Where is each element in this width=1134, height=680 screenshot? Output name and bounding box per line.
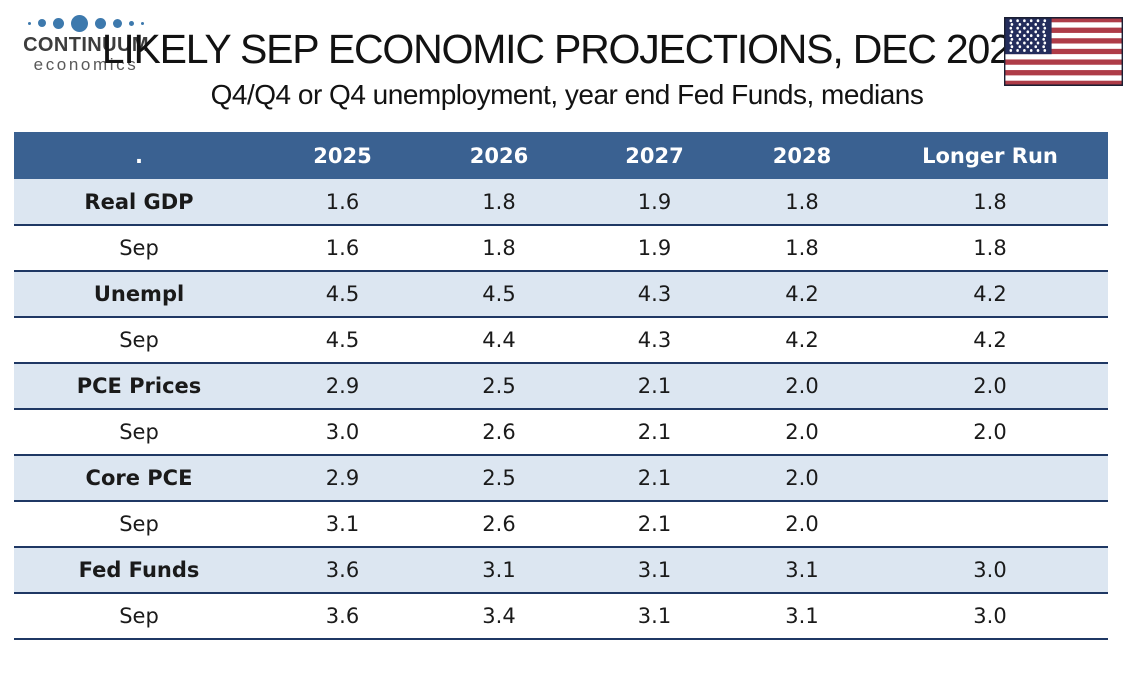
value-cell: 2.6 [482, 420, 516, 444]
value-cell: 1.8 [973, 236, 1007, 260]
table-row: Core PCE 2.9 2.5 2.1 2.0 [14, 455, 1108, 501]
value-cell: 2.0 [785, 466, 819, 490]
value-cell: 3.6 [325, 558, 360, 582]
value-cell: 3.4 [482, 604, 516, 628]
value-cell: 2.0 [973, 420, 1007, 444]
value-cell: 2.5 [482, 374, 516, 398]
table-row: Sep 3.1 2.6 2.1 2.0 [14, 501, 1108, 547]
value-cell: 2.9 [325, 374, 360, 398]
value-cell [872, 501, 1108, 547]
value-cell: 1.8 [973, 189, 1007, 214]
value-cell: 2.0 [973, 374, 1007, 398]
projections-table: . 2025 2026 2027 2028 Longer Run Real GDP 1.6 1… [14, 132, 1108, 640]
table-row: Real GDP 1.6 1.8 1.9 1.8 1.8 [14, 179, 1108, 225]
value-cell: 4.3 [637, 282, 672, 306]
value-cell: 2.6 [482, 512, 516, 536]
value-cell: 3.1 [325, 512, 360, 536]
value-cell: 4.3 [637, 328, 672, 352]
column-header: 2028 [772, 143, 832, 168]
logo-dot [129, 20, 134, 26]
table-row: Sep 1.6 1.8 1.9 1.8 1.8 [14, 225, 1108, 271]
value-cell: 3.1 [785, 558, 819, 582]
value-cell: 1.9 [637, 189, 672, 214]
value-cell: 3.1 [785, 604, 819, 628]
row-label: Sep [119, 420, 159, 444]
row-label: Unempl [93, 282, 185, 306]
row-label: Fed Funds [78, 558, 200, 582]
value-cell: 3.1 [637, 558, 672, 582]
table-row: Sep 4.5 4.4 4.3 4.2 4.2 [14, 317, 1108, 363]
row-label: Core PCE [85, 466, 193, 490]
value-cell: 4.2 [785, 282, 819, 306]
value-cell: 4.5 [482, 282, 516, 306]
table-row: Unempl 4.5 4.5 4.3 4.2 4.2 [14, 271, 1108, 317]
logo-dot [113, 18, 122, 28]
row-label: PCE Prices [76, 374, 202, 398]
us-flag-icon [1004, 17, 1123, 86]
logo-dot [38, 19, 46, 27]
value-cell [872, 455, 1108, 501]
page-subtitle: Q4/Q4 or Q4 unemployment, year end Fed F… [210, 79, 924, 110]
value-cell: 2.1 [637, 420, 672, 444]
value-cell: 1.6 [325, 189, 360, 214]
value-cell: 3.0 [973, 558, 1007, 582]
value-cell: 1.8 [785, 236, 819, 260]
logo-dot [71, 14, 88, 32]
value-cell: 1.6 [325, 236, 360, 260]
row-label: Real GDP [84, 189, 194, 214]
value-cell: 1.9 [637, 236, 672, 260]
table-row: Sep 3.0 2.6 2.1 2.0 2.0 [14, 409, 1108, 455]
column-header: . [135, 143, 143, 168]
value-cell: 2.0 [785, 512, 819, 536]
column-header: 2027 [625, 143, 684, 168]
value-cell: 4.4 [482, 328, 516, 352]
logo-dots-icon [16, 12, 156, 34]
logo-subname: economics [33, 55, 139, 74]
value-cell: 2.0 [785, 374, 819, 398]
value-cell: 2.0 [785, 420, 819, 444]
column-header: 2025 [313, 143, 372, 168]
value-cell: 2.1 [637, 374, 672, 398]
logo-dot [53, 17, 64, 29]
value-cell: 3.0 [325, 420, 360, 444]
value-cell: 1.8 [482, 236, 516, 260]
table-row: PCE Prices 2.9 2.5 2.1 2.0 2.0 [14, 363, 1108, 409]
row-label: Sep [119, 236, 159, 260]
table-row: Fed Funds 3.6 3.1 3.1 3.1 3.0 [14, 547, 1108, 593]
value-cell: 3.1 [482, 558, 516, 582]
logo-dot [95, 17, 106, 29]
value-cell: 1.8 [482, 189, 516, 214]
column-header: 2026 [469, 143, 529, 168]
table-header-row: . 2025 2026 2027 2028 Longer Run [14, 132, 1108, 179]
row-label: Sep [119, 512, 159, 536]
value-cell: 1.8 [785, 189, 819, 214]
value-cell: 4.2 [973, 328, 1007, 352]
value-cell: 3.6 [325, 604, 360, 628]
value-cell: 4.5 [325, 328, 360, 352]
continuum-logo: CONTINUUM economics [16, 12, 156, 75]
column-header: Longer Run [922, 143, 1058, 168]
logo-name: CONTINUUM [23, 34, 149, 56]
value-cell: 4.2 [785, 328, 819, 352]
value-cell: 2.1 [637, 466, 672, 490]
value-cell: 2.9 [325, 466, 360, 490]
value-cell: 4.5 [325, 282, 360, 306]
value-cell: 2.1 [637, 512, 672, 536]
value-cell: 3.1 [637, 604, 672, 628]
value-cell: 2.5 [482, 466, 516, 490]
value-cell: 3.0 [973, 604, 1007, 628]
page-title: LIKELY SEP ECONOMIC PROJECTIONS, DEC 202… [101, 26, 1034, 72]
logo-dot [141, 21, 144, 25]
row-label: Sep [119, 328, 159, 352]
value-cell: 4.2 [973, 282, 1007, 306]
logo-dot [28, 21, 31, 25]
table-row: Sep 3.6 3.4 3.1 3.1 3.0 [14, 593, 1108, 639]
row-label: Sep [119, 604, 159, 628]
